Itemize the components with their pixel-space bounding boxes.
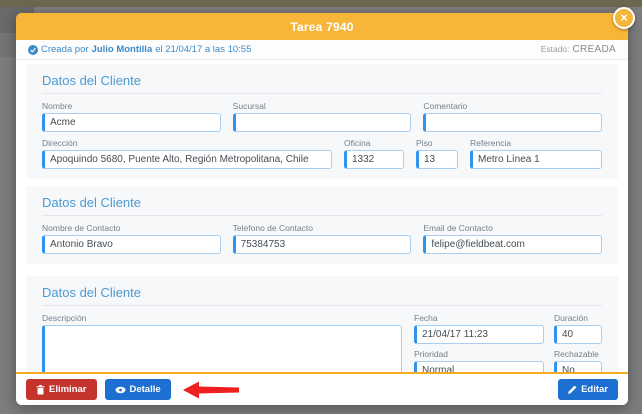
annotation-arrow: [182, 381, 239, 398]
field-oficina-label: Oficina: [344, 138, 371, 148]
section-title: Datos del Cliente: [42, 192, 602, 216]
sucursal-input[interactable]: [232, 113, 412, 132]
created-by-name: Julio Montilla: [91, 44, 153, 55]
eliminar-button[interactable]: Eliminar: [26, 379, 97, 400]
field-direccion-label: Dirección: [42, 138, 78, 148]
section-client-data-1: Datos del Cliente Nombre Sucursal Coment…: [26, 64, 618, 179]
field-email-contacto: Email de Contacto: [423, 223, 603, 254]
field-duracion-label: Duración: [554, 313, 589, 323]
field-sucursal: Sucursal: [232, 101, 412, 132]
created-badge-icon: [28, 44, 38, 55]
oficina-input[interactable]: [344, 150, 404, 169]
field-oficina: Oficina: [344, 138, 404, 169]
section-client-data-3: Datos del Cliente Descripción Fecha Dura…: [26, 276, 618, 372]
piso-input[interactable]: [416, 150, 458, 169]
section-title: Datos del Cliente: [42, 70, 602, 94]
field-sucursal-label: Sucursal: [232, 101, 266, 111]
direccion-input[interactable]: [42, 150, 332, 169]
status-badge: Estado: CREADA: [541, 44, 616, 55]
field-rechazable: Rechazable: [554, 349, 602, 372]
created-info: Creada por Julio Montilla el 21/04/17 a …: [28, 44, 251, 55]
rechazable-input[interactable]: [554, 361, 602, 372]
field-descripcion-label: Descripción: [42, 313, 87, 323]
field-fecha-label: Fecha: [414, 313, 438, 323]
descripcion-textarea[interactable]: [42, 325, 402, 372]
field-telefono-contacto: Telefono de Contacto: [232, 223, 412, 254]
field-rechazable-label: Rechazable: [554, 349, 599, 359]
modal-meta-row: Creada por Julio Montilla el 21/04/17 a …: [16, 40, 628, 60]
close-icon[interactable]: ×: [613, 7, 635, 29]
field-nombre-label: Nombre: [42, 101, 73, 111]
prioridad-input[interactable]: [414, 361, 544, 372]
eliminar-label: Eliminar: [49, 384, 87, 395]
detalle-button[interactable]: Detalle: [104, 379, 171, 400]
task-modal: × Tarea 7940 Creada por Julio Montilla e…: [16, 7, 635, 405]
eye-icon: [115, 386, 125, 393]
field-descripcion: Descripción: [42, 313, 402, 372]
section-client-data-2: Datos del Cliente Nombre de Contacto Tel…: [26, 186, 618, 264]
schedule-column: Fecha Duración Prioridad: [414, 313, 602, 372]
field-nombre-contacto: Nombre de Contacto: [42, 223, 221, 254]
status-value: CREADA: [572, 44, 616, 55]
editar-label: Editar: [581, 384, 608, 395]
detalle-label: Detalle: [129, 384, 161, 395]
field-comentario-label: Comentario: [423, 101, 468, 111]
fecha-input[interactable]: [414, 325, 544, 344]
modal-header: Tarea 7940: [16, 13, 628, 40]
field-referencia-label: Referencia: [470, 138, 512, 148]
field-referencia: Referencia: [470, 138, 602, 169]
nombre-input[interactable]: [42, 113, 221, 132]
modal-footer: Eliminar Detalle Editar: [16, 372, 628, 405]
comentario-input[interactable]: [423, 113, 603, 132]
duracion-input[interactable]: [554, 325, 602, 344]
created-datetime: el 21/04/17 a las 10:55: [155, 44, 252, 55]
field-piso-label: Piso: [416, 138, 433, 148]
status-label: Estado:: [540, 44, 570, 54]
created-prefix: Creada por: [41, 44, 89, 55]
nombre-contacto-input[interactable]: [42, 235, 221, 254]
field-fecha: Fecha: [414, 313, 544, 344]
referencia-input[interactable]: [470, 150, 602, 169]
field-piso: Piso: [416, 138, 458, 169]
editar-button[interactable]: Editar: [558, 379, 618, 400]
email-contacto-input[interactable]: [423, 235, 603, 254]
modal-body: Datos del Cliente Nombre Sucursal Coment…: [16, 60, 628, 372]
telefono-contacto-input[interactable]: [232, 235, 412, 254]
field-comentario: Comentario: [423, 101, 603, 132]
field-email-contacto-label: Email de Contacto: [423, 223, 493, 233]
modal-title: Tarea 7940: [290, 19, 354, 34]
field-duracion: Duración: [554, 313, 602, 344]
pencil-icon: [568, 385, 577, 394]
section-title: Datos del Cliente: [42, 282, 602, 306]
field-nombre: Nombre: [42, 101, 221, 132]
field-direccion: Dirección: [42, 138, 332, 169]
field-telefono-contacto-label: Telefono de Contacto: [232, 223, 314, 233]
field-prioridad-label: Prioridad: [414, 349, 449, 359]
field-nombre-contacto-label: Nombre de Contacto: [42, 223, 121, 233]
background-page-remnant: [0, 33, 16, 57]
field-prioridad: Prioridad: [414, 349, 544, 372]
background-page-header-strip: [0, 0, 642, 7]
trash-icon: [36, 384, 45, 394]
